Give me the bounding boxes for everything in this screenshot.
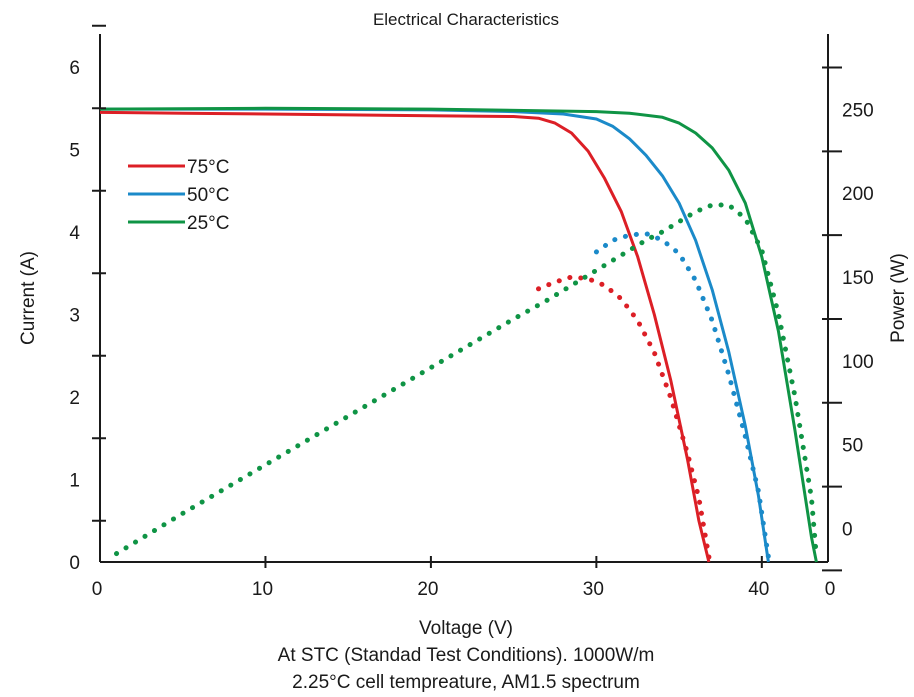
legend-label: 50°C (187, 185, 229, 206)
y2-axis-label: Power (W) (888, 253, 909, 343)
chart-title: Electrical Characteristics (373, 10, 559, 29)
plot-dots (114, 202, 819, 560)
legend-label: 75°C (187, 157, 229, 178)
x-tick-label: 30 (583, 579, 604, 600)
y-tick-label: 1 (69, 471, 80, 492)
legend: 75°C 50°C 25°C (128, 157, 229, 234)
iv-curve-line (99, 110, 711, 563)
footnote-line-1: At STC (Standad Test Conditions). 1000W/… (278, 645, 655, 666)
y-tick-label: 5 (69, 141, 80, 162)
x-tick-label: 20 (417, 579, 438, 600)
y-tick-label: 4 (69, 223, 80, 244)
x-tick-label: 0 (825, 579, 836, 600)
y2-tick-label: 0 (842, 519, 853, 540)
x-axis-label: Voltage (V) (419, 618, 513, 639)
power-curve-dots (536, 274, 712, 560)
x-tick-label: 0 (92, 579, 103, 600)
x-tick-label: 40 (748, 579, 769, 600)
y2-tick-label: 150 (842, 268, 874, 289)
legend-label: 25°C (187, 213, 229, 234)
y2-tick-label: 100 (842, 352, 874, 373)
y2-tick-label: 50 (842, 436, 863, 457)
power-curve-dots (114, 202, 819, 560)
y-axis-label: Current (A) (18, 251, 39, 345)
y2-tick-label: 200 (842, 184, 874, 205)
x-tick-label: 10 (252, 579, 273, 600)
y-tick-label: 0 (69, 553, 80, 574)
y2-tick-label: 250 (842, 100, 874, 121)
y-tick-label: 3 (69, 306, 80, 327)
footnote-line-2: 2.25°C cell tempreature, AM1.5 spectrum (292, 672, 640, 693)
ticks: 0 1 2 3 4 5 6 0 50 100 150 200 250 0 10 20 30 40 0 (69, 24, 874, 600)
y-tick-label: 2 (69, 388, 80, 409)
y-tick-label: 6 (69, 58, 80, 79)
power-curve-dots (593, 230, 771, 560)
plot-lines (99, 106, 818, 563)
iv-curve-line (99, 106, 818, 563)
